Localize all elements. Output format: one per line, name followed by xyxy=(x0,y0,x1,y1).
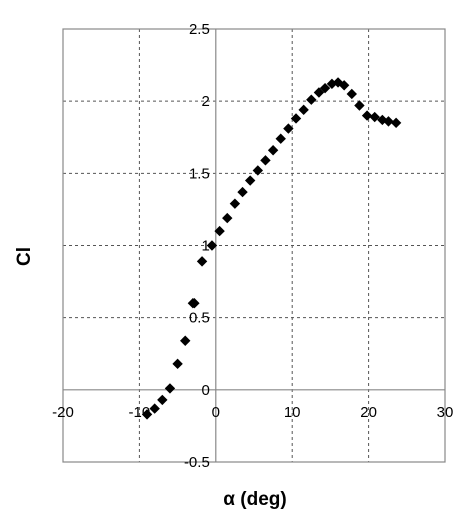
y-axis-label: Cl xyxy=(14,247,35,266)
x-tick-label: 10 xyxy=(284,404,301,421)
data-points xyxy=(141,77,402,420)
x-tick-label: 20 xyxy=(360,404,377,421)
plot-frame xyxy=(62,28,446,463)
data-point xyxy=(369,111,380,123)
data-point xyxy=(164,383,176,394)
data-point xyxy=(189,298,200,309)
data-point xyxy=(229,198,241,209)
data-point xyxy=(346,88,357,100)
y-tick-label: 2.5 xyxy=(189,21,210,38)
x-tick-label: 30 xyxy=(437,404,454,421)
data-point xyxy=(298,104,309,116)
data-point xyxy=(157,394,168,406)
data-point xyxy=(206,240,218,251)
data-point xyxy=(172,358,183,370)
x-tick-labels: -20 -10 0 10 20 30 xyxy=(52,404,453,421)
data-point xyxy=(196,256,208,267)
y-tick-labels: -0.5 0 0.5 1 1.5 2 2.5 xyxy=(184,21,210,471)
data-point xyxy=(260,155,271,166)
y-tick-label: 1.5 xyxy=(189,165,210,182)
data-point xyxy=(141,409,153,420)
data-point xyxy=(180,335,191,346)
data-point xyxy=(306,94,317,105)
data-point xyxy=(252,165,264,176)
data-point xyxy=(390,117,402,129)
data-point xyxy=(283,123,294,134)
y-tick-label: 2 xyxy=(201,93,209,110)
x-axis-label: α (deg) xyxy=(223,489,286,510)
data-point xyxy=(361,110,373,121)
y-tick-label: -0.5 xyxy=(184,454,210,471)
data-point xyxy=(338,80,350,91)
x-tick-label: -20 xyxy=(52,404,74,421)
data-point xyxy=(149,403,160,414)
data-point xyxy=(319,82,331,94)
y-tick-label: 0.5 xyxy=(189,310,210,327)
data-point xyxy=(383,116,394,127)
data-point xyxy=(244,175,256,186)
y-tick-label: 0 xyxy=(201,382,209,399)
x-tick-label: 0 xyxy=(212,404,220,421)
grid-lines xyxy=(63,29,445,462)
data-point xyxy=(313,87,325,98)
data-point xyxy=(354,100,365,111)
data-point xyxy=(214,225,225,237)
data-point xyxy=(237,186,248,198)
data-point xyxy=(290,113,302,124)
x-tick-label: -10 xyxy=(129,404,151,421)
data-point xyxy=(222,212,233,224)
data-point xyxy=(267,145,279,156)
data-point xyxy=(275,133,286,144)
y-tick-label: 1 xyxy=(201,238,209,255)
